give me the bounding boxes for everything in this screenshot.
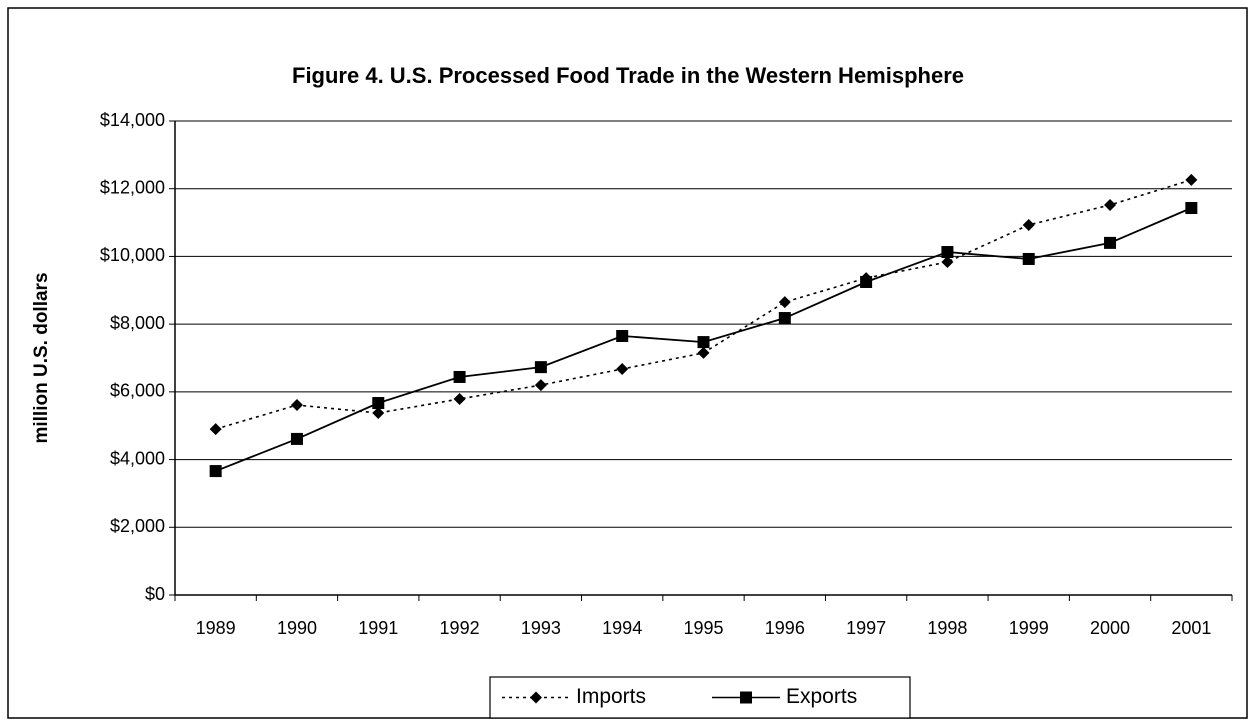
marker (616, 363, 629, 376)
y-axis-label: million U.S. dollars (31, 272, 52, 443)
x-tick-label: 2001 (1171, 618, 1211, 638)
x-tick-label: 1993 (521, 618, 561, 638)
marker (740, 691, 752, 704)
y-tick-label: $0 (145, 584, 165, 604)
x-tick-label: 1994 (602, 618, 642, 638)
x-tick-label: 1996 (765, 618, 805, 638)
marker (1185, 202, 1198, 215)
legend-label: Exports (786, 685, 857, 708)
y-tick-label: $6,000 (110, 381, 165, 401)
marker (1022, 252, 1035, 265)
x-tick-label: 1998 (927, 618, 967, 638)
marker (534, 361, 547, 374)
x-tick-label: 1995 (683, 618, 723, 638)
marker (697, 346, 710, 359)
y-tick-label: $12,000 (100, 177, 165, 197)
marker (941, 256, 954, 269)
marker (530, 691, 542, 704)
y-tick-label: $8,000 (110, 313, 165, 333)
marker (941, 246, 954, 259)
marker (209, 465, 222, 478)
marker (534, 379, 547, 392)
marker (860, 275, 873, 288)
x-tick-label: 1997 (846, 618, 886, 638)
marker (778, 312, 791, 325)
marker (1104, 236, 1117, 249)
marker (372, 407, 385, 420)
marker (453, 370, 466, 383)
x-tick-label: 1989 (196, 618, 236, 638)
marker (453, 392, 466, 405)
marker (616, 329, 629, 342)
y-tick-label: $10,000 (100, 245, 165, 265)
x-tick-label: 2000 (1090, 618, 1130, 638)
marker (1104, 198, 1117, 211)
marker (290, 432, 303, 445)
marker (778, 296, 791, 309)
y-tick-label: $2,000 (110, 516, 165, 536)
marker (697, 336, 710, 349)
y-tick-label: $4,000 (110, 448, 165, 468)
marker (290, 399, 303, 412)
x-tick-label: 1990 (277, 618, 317, 638)
marker (1022, 218, 1035, 231)
x-tick-label: 1999 (1009, 618, 1049, 638)
marker (209, 423, 222, 436)
x-tick-label: 1991 (358, 618, 398, 638)
x-tick-label: 1992 (440, 618, 480, 638)
marker (372, 397, 385, 410)
legend-label: Imports (576, 685, 646, 708)
chart-border (7, 7, 1248, 719)
chart-title: Figure 4. U.S. Processed Food Trade in t… (292, 63, 964, 88)
marker (1185, 173, 1198, 186)
y-tick-label: $14,000 (100, 110, 165, 130)
